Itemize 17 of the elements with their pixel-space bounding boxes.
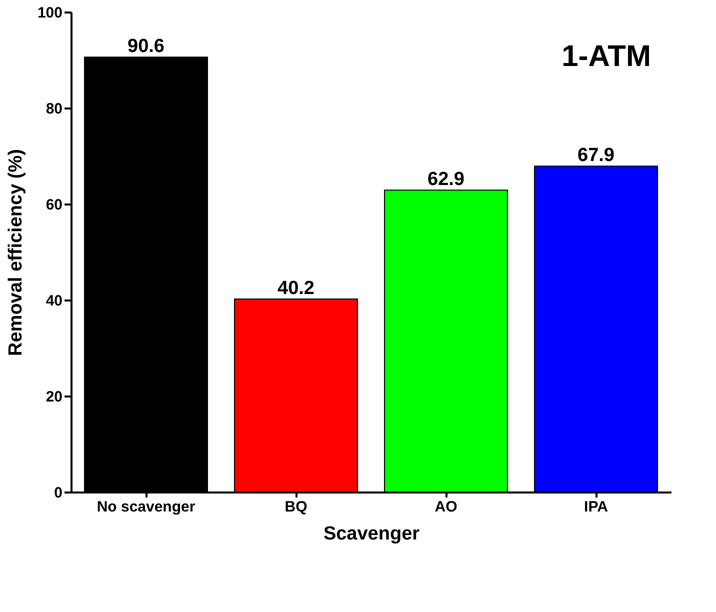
annotation: 1-ATM [562, 40, 651, 73]
y-axis-title: Removal efficiency (%) [5, 149, 26, 356]
y-tick-label: 80 [46, 100, 62, 118]
x-tick-label: AO [434, 498, 458, 516]
x-tick-label: No scavenger [96, 498, 196, 516]
x-tick-label: BQ [284, 498, 308, 516]
x-axis-title: Scavenger [323, 524, 420, 544]
y-tick-label: 60 [46, 196, 62, 214]
data-label: 90.6 [128, 36, 164, 58]
data-label: 62.9 [428, 169, 464, 190]
y-tick-label: 40 [46, 292, 62, 310]
data-label: 67.9 [578, 145, 614, 166]
data-label: 40.2 [278, 278, 314, 300]
y-tick-label: 0 [54, 484, 62, 502]
y-tick-label: 100 [37, 4, 62, 22]
y-tick-label: 20 [46, 388, 62, 406]
x-tick-label: IPA [584, 498, 608, 516]
